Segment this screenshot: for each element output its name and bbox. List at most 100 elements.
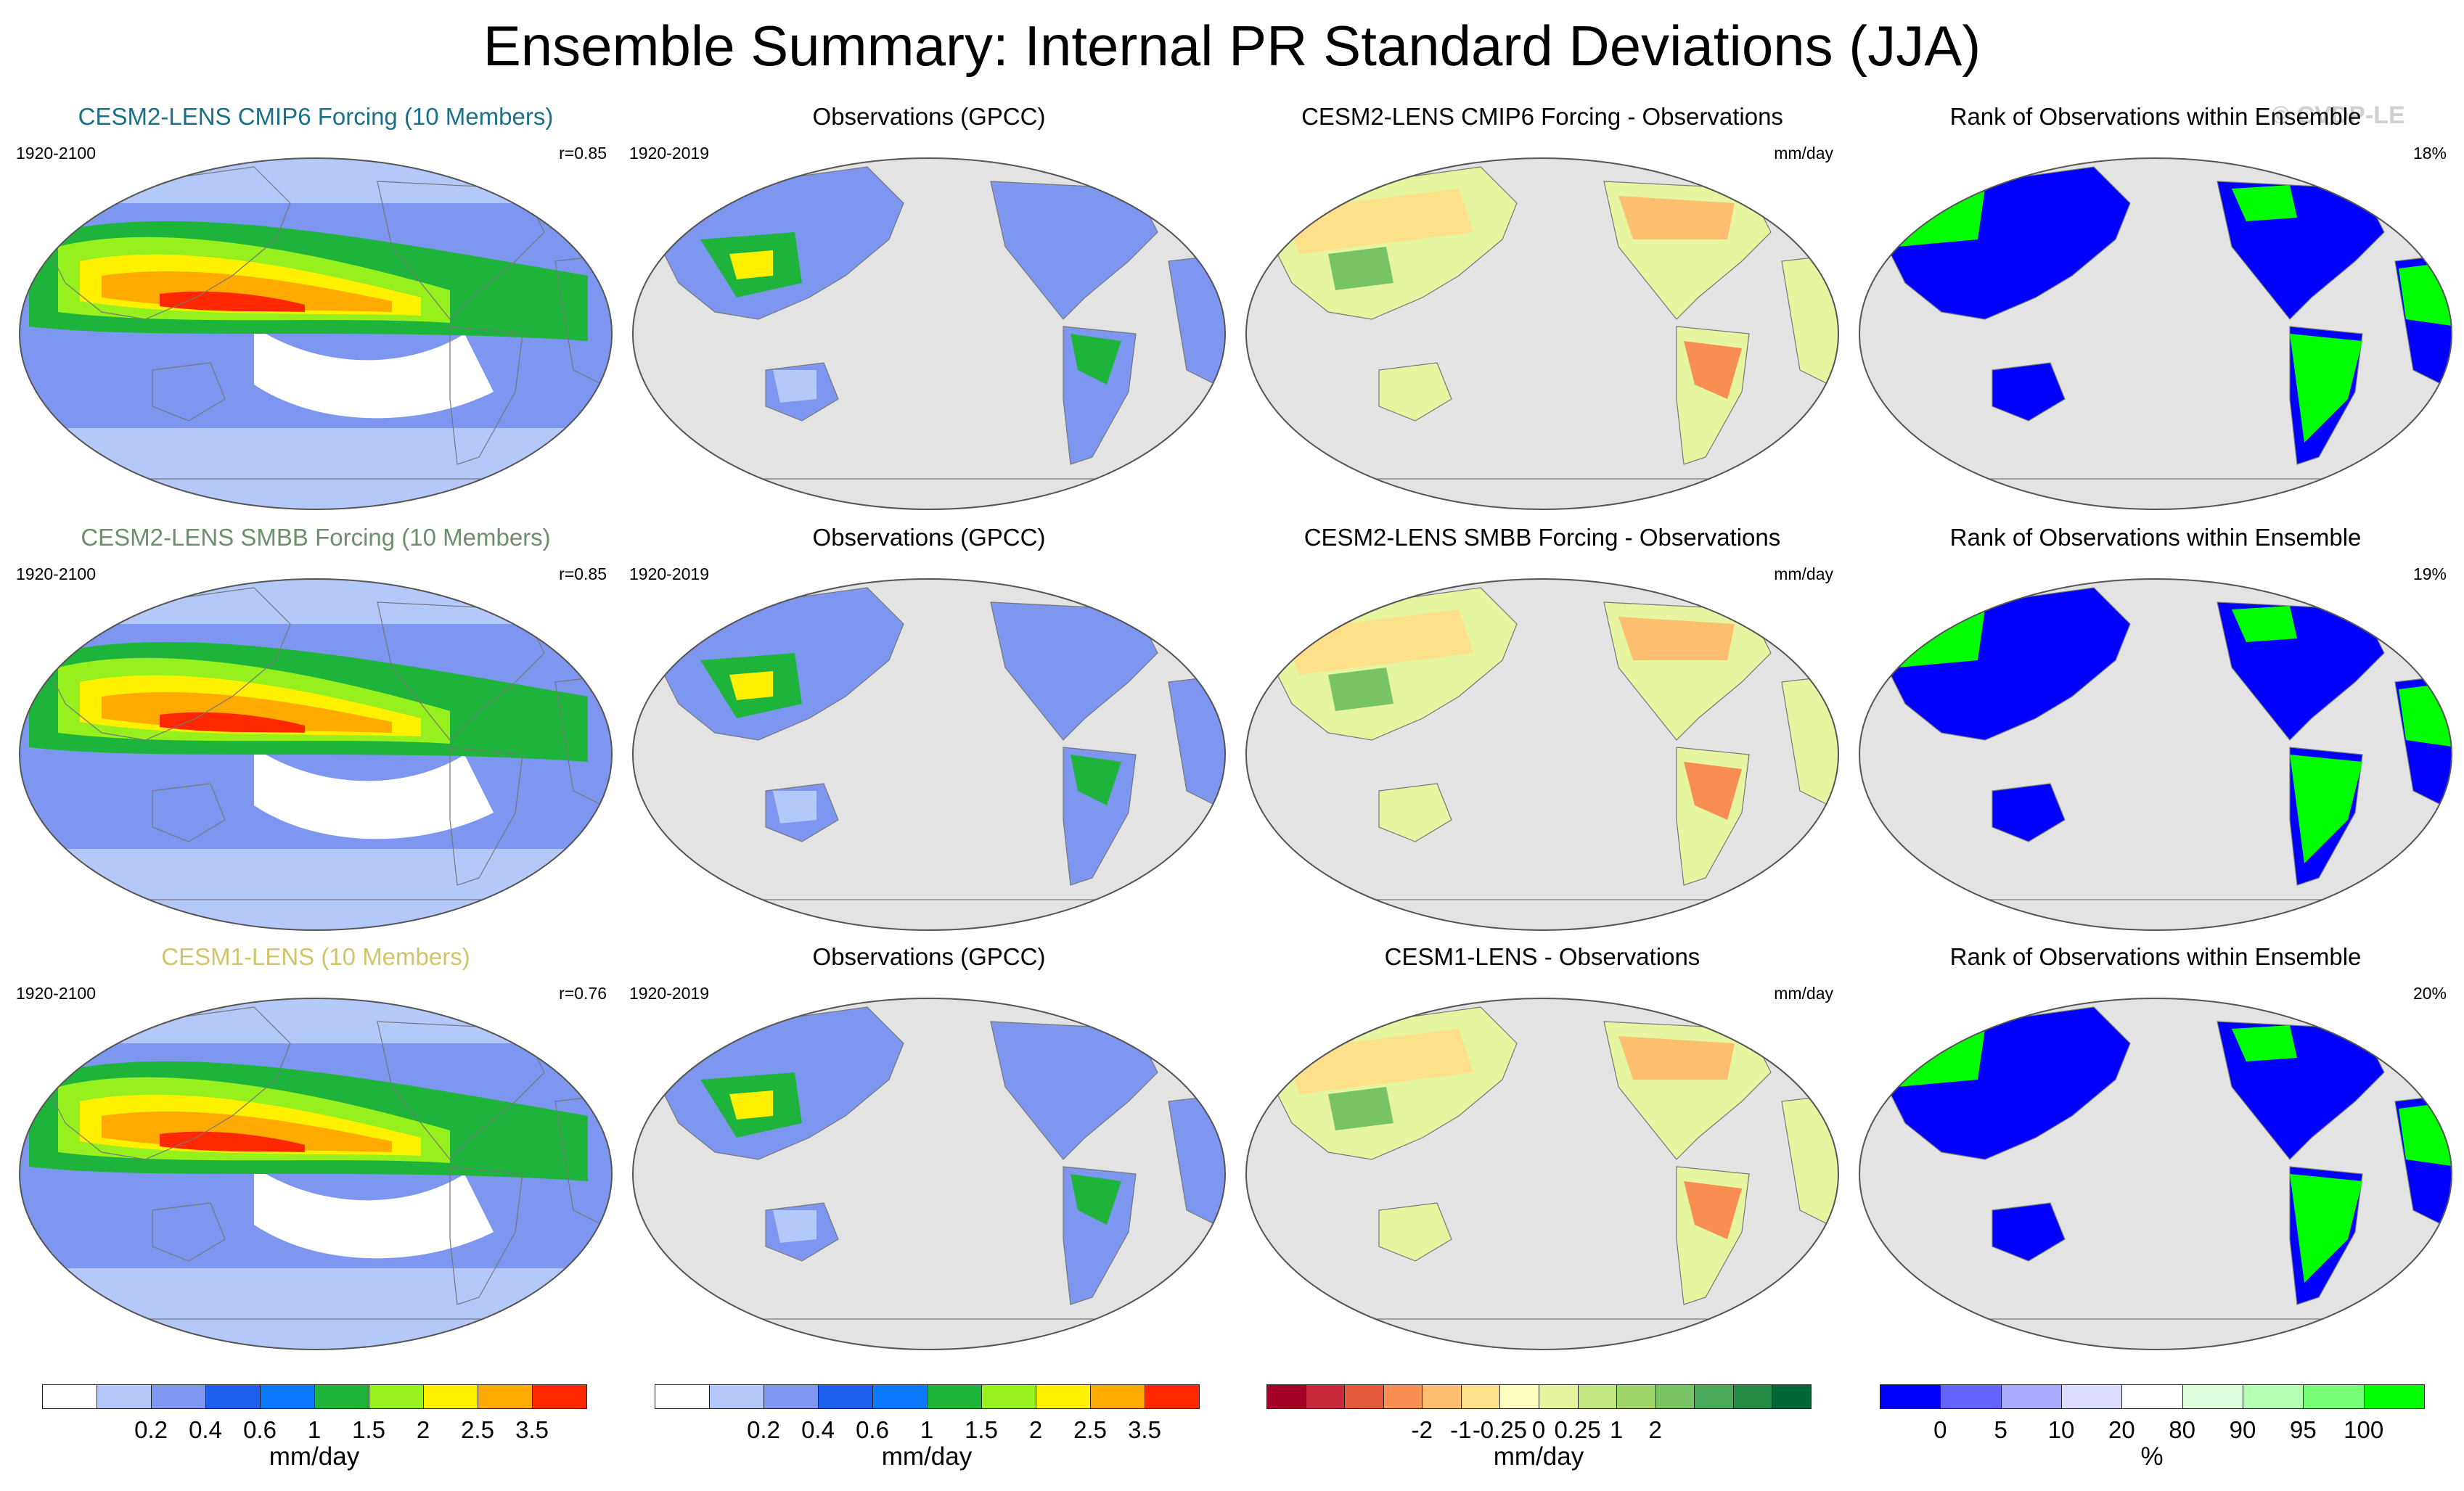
colorbar-swatch (151, 1384, 206, 1409)
colorbar-tick-label: 1.5 (965, 1416, 998, 1443)
map-panel-r2-c1: CESM2-LENS SMBB Forcing (10 Members) 1920… (15, 524, 617, 936)
map-panel-r2-c2: Observations (GPCC) 1920-2019 (628, 524, 1230, 936)
colorbar-swatch (872, 1384, 928, 1409)
colorbar-tick-label: 0 (1933, 1416, 1947, 1443)
panel-stat-label: mm/day (1774, 984, 1833, 1003)
colorbar-tick-label: 3.5 (515, 1416, 549, 1443)
colorbar-swatch (369, 1384, 424, 1409)
panel-title: CESM2-LENS SMBB Forcing - Observations (1303, 524, 1781, 551)
colorbar-swatch (2303, 1384, 2365, 1409)
colorbar-tick-label: -1 (1450, 1416, 1472, 1443)
colorbar-swatch (818, 1384, 873, 1409)
panel-title: Rank of Observations within Ensemble (1949, 524, 2362, 551)
colorbar-swatch (981, 1384, 1036, 1409)
globe-map (1859, 578, 2452, 931)
colorbar-4: 0 5 10 20 80 90 95 100% (1880, 1384, 2425, 1479)
globe-map (632, 157, 1226, 510)
colorbar-swatch (1694, 1384, 1734, 1409)
map-panel-r1-c1: CESM2-LENS CMIP6 Forcing (10 Members) 192… (15, 103, 617, 515)
panel-period-label: 1920-2019 (629, 984, 709, 1003)
panel-title: Rank of Observations within Ensemble (1949, 103, 2362, 130)
colorbar-tick-label: 80 (2169, 1416, 2196, 1443)
colorbar-tick-label: 0.4 (801, 1416, 835, 1443)
colorbar-swatch (2182, 1384, 2243, 1409)
colorbar-swatch (1383, 1384, 1423, 1409)
panel-stat-label: 18% (2412, 144, 2447, 163)
colorbar-tick-label: 1 (307, 1416, 322, 1443)
colorbar-tick-label: 0.4 (189, 1416, 222, 1443)
globe-map (1245, 157, 1839, 510)
colorbar-tick-label: 0.2 (747, 1416, 780, 1443)
colorbar-swatch (423, 1384, 478, 1409)
colorbar-swatch (709, 1384, 764, 1409)
panel-period-label: 1920-2100 (16, 564, 96, 583)
colorbar-swatch (1266, 1384, 1306, 1409)
colorbar-tick-label: 90 (2229, 1416, 2256, 1443)
globe-map (632, 578, 1226, 931)
colorbar-swatch (2363, 1384, 2425, 1409)
globe-map (19, 157, 613, 510)
colorbar-swatch (2061, 1384, 2123, 1409)
map-panel-r3-c1: CESM1-LENS (10 Members) 1920-2100 r=0.76 (15, 943, 617, 1355)
colorbar-swatch (2000, 1384, 2062, 1409)
colorbar-tick-label: 3.5 (1128, 1416, 1161, 1443)
map-panel-r1-c2: Observations (GPCC) 1920-2019 (628, 103, 1230, 515)
colorbar-swatch (478, 1384, 533, 1409)
panel-title: Observations (GPCC) (812, 524, 1046, 551)
colorbar-tick-label: -0.25 (1472, 1416, 1528, 1443)
colorbar-swatch (205, 1384, 261, 1409)
colorbar-swatch (1880, 1384, 1941, 1409)
colorbar-tick-label: 100 (2344, 1416, 2384, 1443)
colorbar-swatch (1145, 1384, 1200, 1409)
panel-stat-label: r=0.85 (559, 564, 607, 583)
panel-period-label: 1920-2100 (16, 984, 96, 1003)
panel-title: CESM2-LENS SMBB Forcing (10 Members) (81, 524, 551, 551)
colorbar-swatch (1616, 1384, 1656, 1409)
colorbar-swatch (2121, 1384, 2183, 1409)
colorbar-tick-label: 10 (2047, 1416, 2075, 1443)
colorbar-tick-label: -2 (1411, 1416, 1433, 1443)
map-panel-r1-c3: CESM2-LENS CMIP6 Forcing - Observations m… (1241, 103, 1843, 515)
panel-stat-label: mm/day (1774, 564, 1833, 583)
globe-map (19, 578, 613, 931)
colorbar-swatch (1422, 1384, 1462, 1409)
panel-period-label: 1920-2019 (629, 564, 709, 583)
colorbar-swatch (314, 1384, 369, 1409)
map-panel-r3-c4: Rank of Observations within Ensemble 20% (1854, 943, 2457, 1355)
colorbar-swatch (1655, 1384, 1695, 1409)
panel-period-label: 1920-2100 (16, 144, 96, 163)
colorbar-tick-label: 2.5 (1073, 1416, 1107, 1443)
colorbar-tick-label: 0.25 (1554, 1416, 1601, 1443)
map-panel-r3-c2: Observations (GPCC) 1920-2019 (628, 943, 1230, 1355)
globe-map (1245, 998, 1839, 1350)
panel-title: Observations (GPCC) (812, 103, 1046, 130)
colorbar-tick-label: 2.5 (461, 1416, 494, 1443)
panel-title: CESM1-LENS (10 Members) (161, 943, 470, 970)
colorbar-tick-label: 0.6 (243, 1416, 277, 1443)
colorbar-swatch (764, 1384, 819, 1409)
colorbar-tick-label: 2 (416, 1416, 430, 1443)
map-panel-r1-c4: Rank of Observations within Ensemble 18% (1854, 103, 2457, 515)
panel-stat-label: mm/day (1774, 144, 1833, 163)
main-title: Ensemble Summary: Internal PR Standard D… (483, 14, 1981, 78)
colorbar-swatch (97, 1384, 152, 1409)
colorbar-unit-label: mm/day (881, 1442, 973, 1471)
colorbar-1: 0.2 0.4 0.6 1 1.5 2 2.5 3.5 mm/day (42, 1384, 587, 1479)
colorbar-swatch (532, 1384, 587, 1409)
colorbar-swatch (1305, 1384, 1346, 1409)
panel-stat-label: r=0.76 (559, 984, 607, 1003)
panel-stat-label: r=0.85 (559, 144, 607, 163)
colorbar-swatch (655, 1384, 710, 1409)
colorbar-unit-label: mm/day (1493, 1442, 1584, 1471)
colorbar-swatch (1577, 1384, 1618, 1409)
colorbar-tick-label: 0.6 (856, 1416, 889, 1443)
colorbar-swatch (1732, 1384, 1773, 1409)
colorbar-swatch (1940, 1384, 2002, 1409)
colorbar-swatch (42, 1384, 97, 1409)
colorbar-swatch (1344, 1384, 1384, 1409)
colorbar-tick-label: 0 (1531, 1416, 1546, 1443)
colorbar-swatch (927, 1384, 982, 1409)
globe-map (1245, 578, 1839, 931)
colorbar-tick-label: 1 (920, 1416, 934, 1443)
colorbar-tick-label: 2 (1028, 1416, 1043, 1443)
